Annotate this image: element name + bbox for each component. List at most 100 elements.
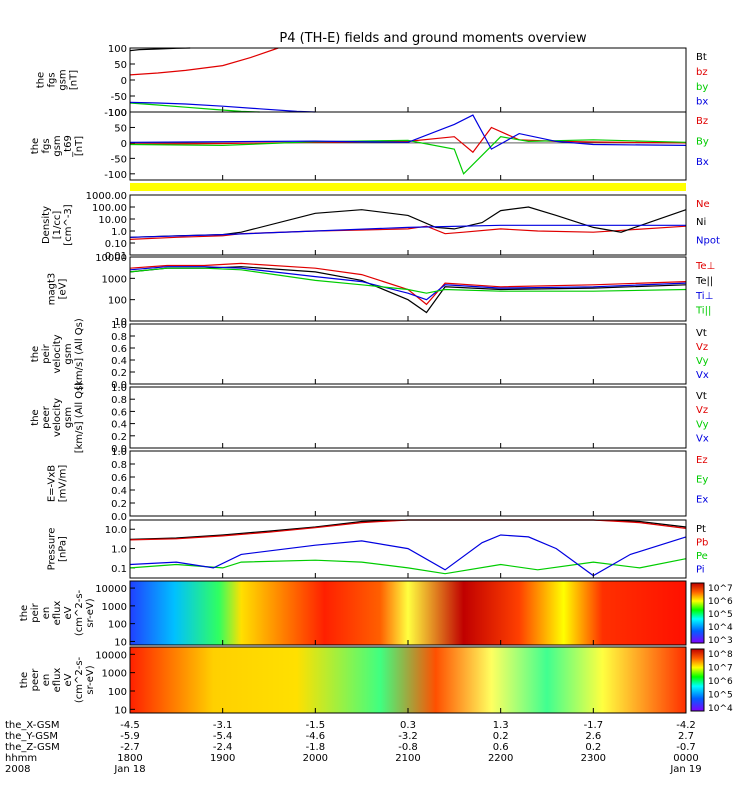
xaxis-value: -3.1	[213, 720, 233, 731]
y-tick-label: 0.0	[111, 512, 127, 523]
series-pi-line	[129, 534, 687, 577]
y-axis-label: the	[36, 72, 47, 88]
xaxis-value: -1.7	[584, 720, 604, 731]
xaxis-value: -2.7	[120, 742, 140, 753]
y-axis-label: eV	[63, 606, 74, 619]
y-axis-label: fgs	[41, 138, 52, 153]
colorbar-tick-label: 10^6	[708, 597, 733, 607]
y-tick-label: 0.0	[111, 444, 127, 455]
ion_eflux-spectrogram	[130, 581, 686, 645]
y-axis-label: eV	[63, 673, 74, 686]
fgl-frame	[129, 111, 687, 181]
y-tick-label: 0.1	[111, 564, 127, 575]
xaxis-value: 0.3	[400, 720, 416, 731]
legend-vz: Vz	[696, 405, 708, 416]
y-axis-label: gsm	[63, 343, 74, 364]
y-axis-label: peer	[30, 668, 41, 692]
legend-ey: Ey	[696, 475, 708, 486]
panel-fgs: -100 -50 0 50 100 the fgs gsm [nT] Bt bz by bx	[36, 44, 709, 119]
y-tick-label: 0.2	[111, 368, 127, 379]
xaxis-value: 0.2	[493, 731, 509, 742]
colorbar-tick-label: 10^4	[708, 704, 733, 714]
y-axis-label: velocity	[52, 398, 63, 437]
xaxis-value: -3.2	[398, 731, 418, 742]
xaxis-value: 2.6	[585, 731, 601, 742]
xaxis-value: Jan 18	[113, 764, 145, 775]
y-tick-label: 10.0	[105, 525, 127, 536]
y-tick-label: 0.01	[105, 251, 127, 262]
y-tick-label: 10	[114, 317, 127, 328]
legend-vy: Vy	[696, 356, 709, 367]
legend-vt: Vt	[696, 391, 707, 402]
colorbar-tick-label: 10^5	[708, 610, 733, 620]
y-tick-label: -50	[111, 154, 127, 165]
legend-bz: Bz	[696, 116, 708, 127]
y-tick-label: 0.0	[111, 380, 127, 391]
y-tick-label: 1.0	[111, 227, 127, 238]
legend-by: By	[696, 137, 709, 148]
y-axis-label: [nT]	[69, 70, 80, 90]
xaxis-value: -4.6	[306, 731, 326, 742]
y-axis-label: sr-eV)	[85, 665, 96, 694]
y-axis-label: en	[41, 674, 52, 687]
xaxis-value: 2300	[581, 753, 606, 764]
y-tick-label: 0.6	[111, 407, 127, 418]
colorbar-tick-label: 10^4	[708, 623, 733, 633]
y-axis-label: peir	[41, 343, 52, 363]
legend-ti: Ti||	[695, 306, 711, 317]
y-tick-label: -50	[111, 92, 127, 103]
panel-temp: 10 100 1000 10000 magt3 [eV] Te⊥ Te|| Ti⊥ Ti||	[47, 253, 716, 328]
y-axis-label: (cm^2-s-	[74, 589, 85, 636]
y-axis-label: Pressure	[47, 528, 58, 571]
xaxis-value: -0.8	[398, 742, 418, 753]
y-tick-label: 50	[114, 60, 127, 71]
panel-pressure: 0.1 1.0 10.0 Pressure [nPa] Pt Pb Pe Pi	[47, 519, 708, 579]
y-tick-label: 100.00	[92, 203, 127, 214]
y-tick-label: -100	[104, 108, 127, 119]
xaxis-value: -1.5	[306, 720, 326, 731]
efield-frame	[129, 450, 687, 517]
y-tick-label: 0.4	[111, 356, 127, 367]
y-tick-label: 10.00	[98, 215, 127, 226]
legend-ex: Ex	[696, 494, 708, 505]
legend-te: Te||	[695, 276, 713, 287]
y-axis-label: [1/cc]	[52, 211, 63, 240]
y-axis-label: the	[30, 409, 41, 425]
y-axis-label: velocity	[52, 334, 63, 373]
xaxis-value: -2.4	[213, 742, 233, 753]
xaxis-row-label: hhmm	[5, 753, 37, 764]
legend-by: by	[696, 82, 708, 93]
y-tick-label: 1.0	[111, 447, 127, 458]
series-bx-line	[129, 114, 687, 150]
y-axis-label: [cm^-3]	[63, 204, 74, 245]
y-axis-label: [nT]	[74, 136, 85, 156]
xaxis-row-label: the_Y-GSM	[5, 731, 58, 742]
colorbar-tick-label: 10^8	[708, 650, 733, 660]
series-bz-line	[129, 47, 279, 76]
legend-ne: Ne	[696, 199, 710, 210]
y-axis-label: (cm^2-s-	[74, 656, 85, 703]
xaxis-value: 2200	[488, 753, 513, 764]
y-tick-label: 1000	[102, 602, 127, 613]
y-tick-label: 0	[121, 76, 127, 87]
y-tick-label: 10	[114, 637, 127, 648]
ion_eflux-colorbar	[690, 582, 705, 644]
xaxis-value: 2100	[395, 753, 420, 764]
y-tick-label: 100	[108, 687, 127, 698]
xaxis-value: -0.7	[676, 742, 696, 753]
vi-frame	[129, 323, 687, 385]
xaxis-value: -5.9	[120, 731, 140, 742]
legend-vy: Vy	[696, 419, 709, 430]
y-axis-label: the	[19, 672, 30, 688]
legend-ti: Ti⊥	[695, 291, 713, 302]
y-axis-label: the	[19, 605, 30, 621]
panel-efield: 0.0 0.2 0.4 0.6 0.8 1.0 E=-VxB [mV/m] Ez Ey Ex	[47, 447, 709, 523]
legend-te: Te⊥	[695, 261, 715, 272]
series-te-line	[129, 262, 687, 306]
legend-pe: Pe	[696, 551, 708, 562]
series-npot-line	[129, 224, 686, 238]
legend-pt: Pt	[696, 524, 706, 535]
y-tick-label: 100	[108, 108, 127, 119]
